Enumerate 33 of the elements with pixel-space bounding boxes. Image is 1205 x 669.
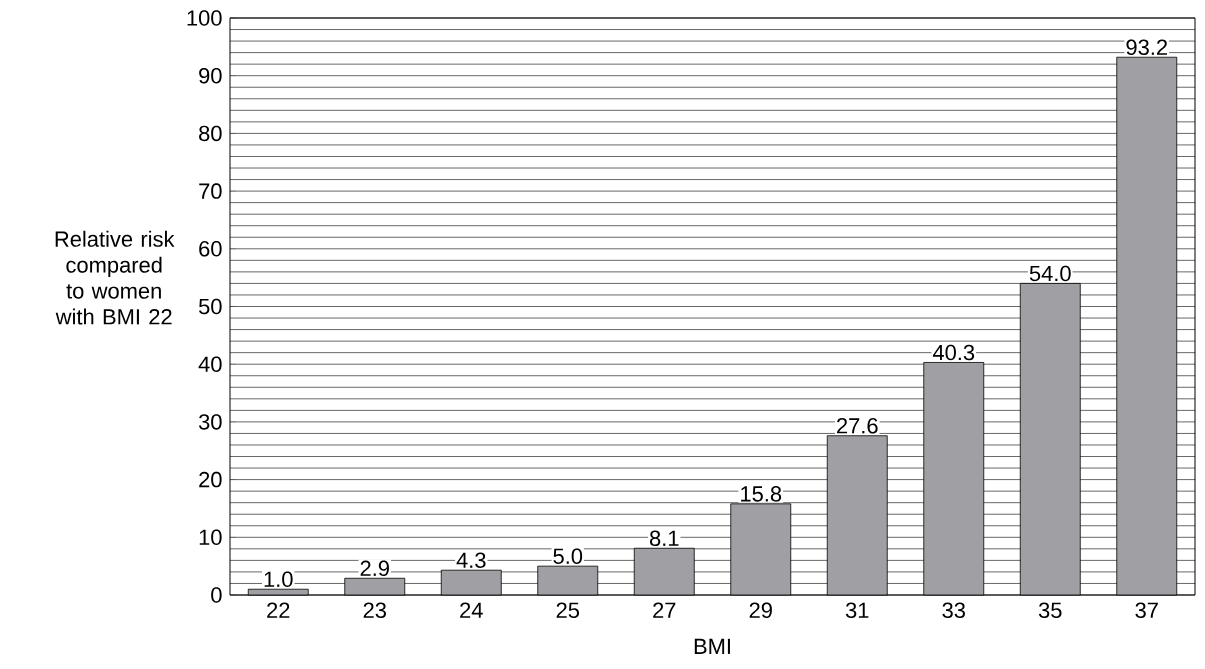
y-tick-label: 0	[211, 587, 222, 603]
data-label: 2.9	[360, 560, 389, 577]
y-tick-label: 70	[199, 183, 222, 199]
y-tick-label: 10	[199, 529, 222, 546]
x-tick-label: 29	[749, 602, 772, 619]
data-label: 54.0	[1029, 265, 1071, 282]
x-tick-label: 35	[1038, 602, 1062, 619]
y-tick-label: 20	[199, 471, 222, 488]
x-tick-label: 31	[845, 602, 869, 619]
data-label: 27.6	[837, 418, 878, 434]
y-tick-label: 50	[198, 298, 222, 315]
x-tick-label: 24	[460, 602, 483, 618]
data-label: 15.8	[741, 486, 782, 502]
y-tick-label: 100	[187, 10, 222, 26]
x-tick-label: 33	[942, 602, 965, 619]
x-tick-label: 23	[363, 602, 386, 619]
x-axis-title: BMI	[694, 638, 730, 654]
y-tick-label: 40	[198, 356, 222, 372]
data-label: 8.1	[649, 530, 679, 547]
y-tick-label: 30	[198, 414, 222, 430]
y-tick-label: 80	[199, 125, 222, 142]
y-tick-label: 60	[199, 241, 222, 257]
x-tick-label: 27	[653, 602, 676, 618]
x-tick-label: 25	[556, 602, 580, 619]
data-label: 5.0	[553, 548, 583, 564]
y-tick-label: 90	[199, 67, 222, 84]
x-tick-label: 22	[267, 602, 290, 618]
x-tick-label: 37	[1135, 602, 1158, 619]
data-label: 40.3	[932, 344, 975, 361]
data-label: 93.2	[1126, 39, 1167, 56]
data-label: 1.0	[264, 571, 293, 588]
data-label: 4.3	[456, 552, 486, 568]
y-axis-title: Relative risk compared to women with BMI 22	[55, 230, 175, 325]
